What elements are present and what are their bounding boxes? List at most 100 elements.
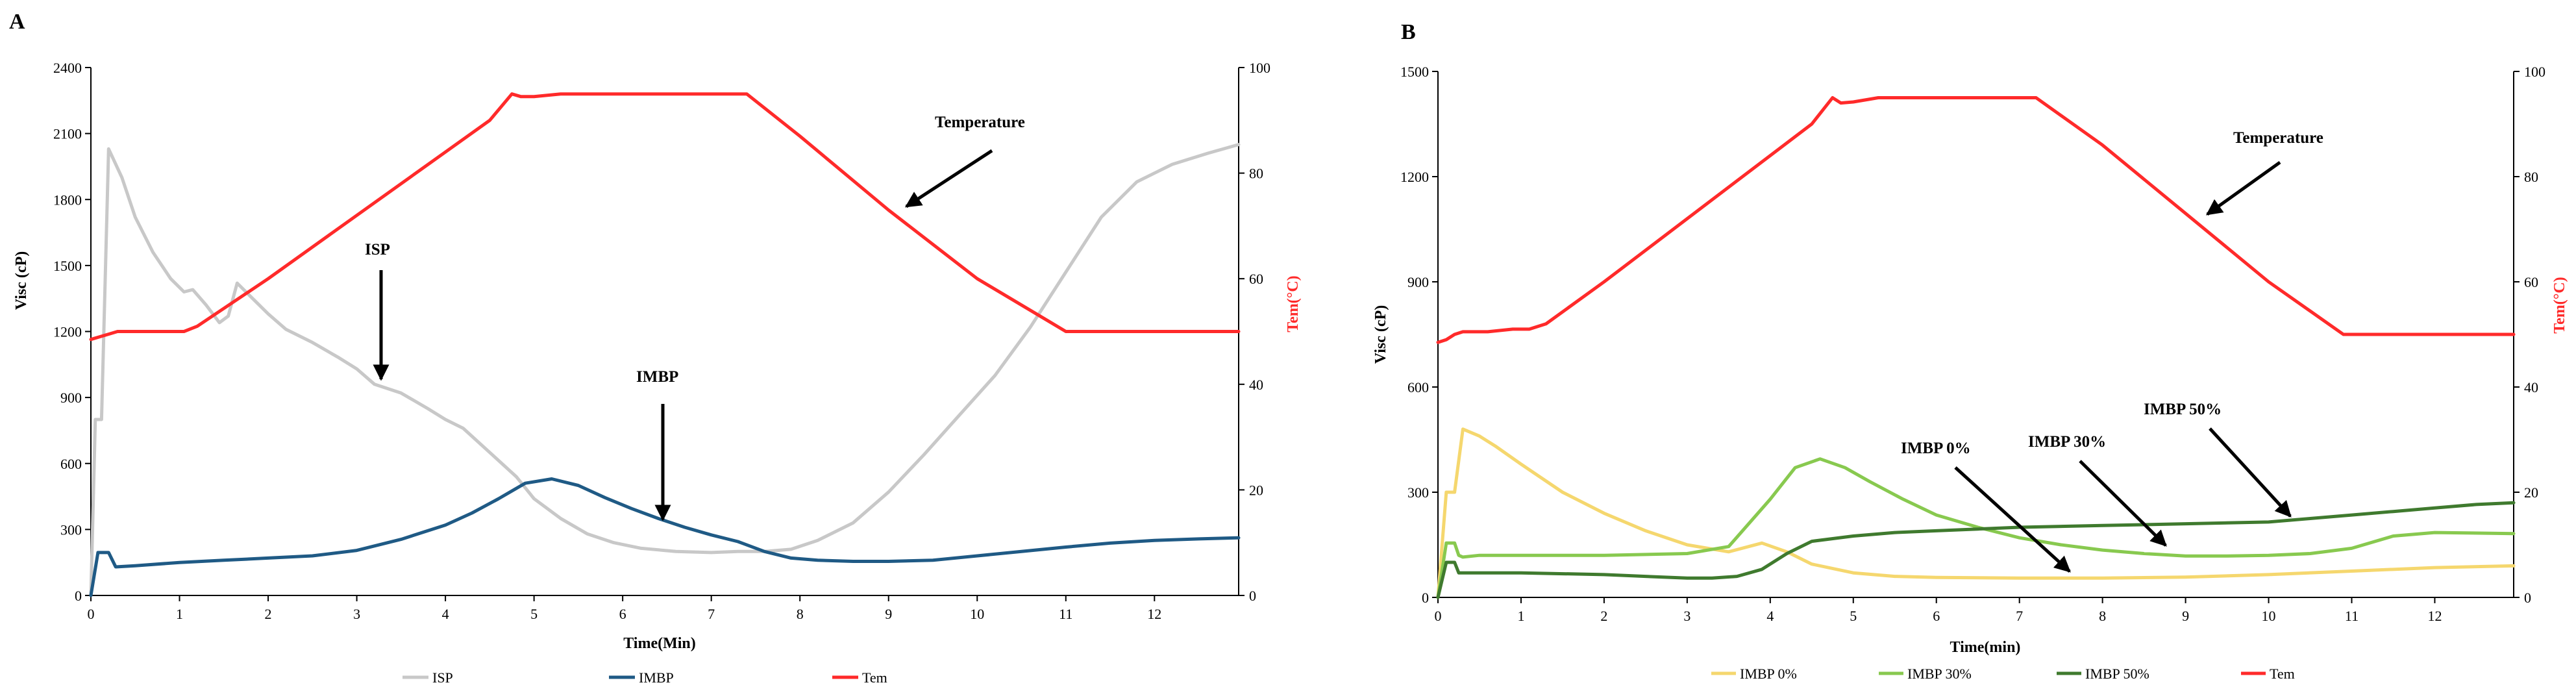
panel-b-y2-tick-label: 40 [2524, 379, 2538, 395]
panel-a-y2-tick-label: 100 [1249, 60, 1270, 76]
panel-a-y2-tick-label: 60 [1249, 271, 1263, 287]
panel-b-series-line-imbp30 [1436, 457, 2516, 599]
panel-a-x-tick-label: 1 [176, 606, 183, 622]
panel-a-annotation-temperature: Temperature [935, 114, 1025, 131]
panel-b-x-tick-label: 5 [1850, 608, 1857, 624]
panel-a-x-tick-label: 7 [708, 606, 715, 622]
panel-a-y-tick-label: 600 [60, 456, 82, 472]
panel-b-x-tick-label: 1 [1517, 608, 1524, 624]
panel-b-x-tick-label: 6 [1933, 608, 1940, 624]
panel-b-y-tick-label: 1500 [1400, 64, 1429, 80]
panel-a-series [89, 92, 1241, 597]
panel-b-legend: IMBP 0% IMBP 30% IMBP 50% Tem [1711, 666, 2295, 682]
panel-a-x-tick-label: 6 [619, 606, 626, 622]
panel-a-legend-isp: ISP [432, 669, 453, 686]
panel-b-x-tick-label: 2 [1600, 608, 1607, 624]
panel-a-legend-tem: Tem [862, 669, 887, 686]
panel-a-annotation-isp: ISP [365, 241, 390, 258]
panel-a-x-tick-label: 10 [970, 606, 984, 622]
panel-a-y-tick-label: 0 [75, 588, 82, 604]
panel-a-x-tick-label: 9 [885, 606, 892, 622]
panel-b-y2-ticks: 0 20 40 60 80 100 [2514, 64, 2545, 606]
panel-b-x-tick-label: 9 [2182, 608, 2189, 624]
panel-a-y-ticks: 0 300 600 900 1200 1500 1800 2100 2400 [53, 60, 91, 604]
panel-b-y-tick-label: 900 [1407, 274, 1429, 290]
panel-b-x-label: Time(min) [1950, 639, 2021, 656]
panel-b-y-tick-label: 1200 [1400, 169, 1429, 185]
panel-b-series-line-imbp0 [1436, 427, 2516, 599]
panel-a-y-tick-label: 1800 [53, 192, 82, 208]
panel-a-y-label: Visc (cP) [13, 251, 30, 310]
panel-b-y2-tick-label: 0 [2524, 590, 2531, 606]
panel-b-annotation-imbp0: IMBP 0% [1901, 440, 1971, 457]
panel-a-y-tick-label: 1200 [53, 324, 82, 340]
panel-a-y2-label: Tem(°C) [1285, 275, 1302, 332]
panel-b-y2-tick-label: 60 [2524, 274, 2538, 290]
panel-b-y-ticks: 0 300 600 900 1200 1500 [1400, 64, 1438, 606]
panel-a-x-tick-label: 0 [88, 606, 95, 622]
panel-a-arrow-temperature [904, 149, 993, 208]
panel-b-y-label: Visc (cP) [1372, 305, 1389, 364]
panel-a-y-tick-label: 2100 [53, 126, 82, 142]
panel-b-annotation-imbp50: IMBP 50% [2144, 401, 2222, 418]
panel-a-x-tick-label: 4 [442, 606, 449, 622]
panel-a-series-line-tem [89, 92, 1241, 342]
panel-b-legend-imbp50: IMBP 50% [2085, 666, 2149, 682]
panel-b-legend-tem: Tem [2270, 666, 2295, 682]
panel-b-label: B [1401, 20, 1416, 44]
panel-b-arrow-imbp30 [2079, 460, 2167, 547]
panel-b-x-tick-label: 3 [1683, 608, 1690, 624]
panel-a-y2-tick-label: 40 [1249, 377, 1263, 393]
panel-b-x-tick-label: 8 [2099, 608, 2106, 624]
panel-a-series-line-isp [89, 143, 1241, 597]
panel-b-annotation-imbp30: IMBP 30% [2028, 433, 2106, 451]
panel-a-x-tick-label: 2 [265, 606, 272, 622]
panel-b-annotation-temperature: Temperature [2233, 129, 2323, 147]
panel-b-y2-label: Tem(°C) [2551, 277, 2568, 333]
panel-a-x-tick-label: 5 [530, 606, 538, 622]
panel-a-x-tick-label: 11 [1059, 606, 1072, 622]
panel-b-y-tick-label: 600 [1407, 379, 1429, 395]
panel-b-x-tick-label: 4 [1766, 608, 1774, 624]
panel-b-x-tick-label: 10 [2262, 608, 2276, 624]
panel-b-arrow-imbp50 [2209, 427, 2292, 518]
panel-a-y-tick-label: 1500 [53, 258, 82, 274]
panel-b-legend-imbp30: IMBP 30% [1907, 666, 1972, 682]
panel-b-y-tick-label: 0 [1422, 590, 1429, 606]
panel-b-series-line-tem [1436, 96, 2516, 344]
panel-a-y2-ticks: 0 20 40 60 80 100 [1239, 60, 1270, 604]
panel-a-x-label: Time(Min) [623, 635, 696, 652]
panel-b-series [1436, 96, 2516, 599]
panel-b-arrow-imbp0 [1954, 466, 2071, 573]
panel-a-label: A [9, 10, 25, 34]
panel-a-y-tick-label: 300 [60, 521, 82, 538]
panel-b-y-tick-label: 300 [1407, 484, 1429, 501]
panel-b-y2-tick-label: 80 [2524, 169, 2538, 185]
panel-b-legend-imbp0: IMBP 0% [1740, 666, 1797, 682]
panel-a-y2-tick-label: 80 [1249, 166, 1263, 182]
panel-b-y2-tick-label: 20 [2524, 484, 2538, 501]
panel-a-x-tick-label: 3 [353, 606, 360, 622]
panel-a-y2-tick-label: 20 [1249, 482, 1263, 498]
panel-b-x-tick-label: 12 [2427, 608, 2442, 624]
panel-b-x-tick-label: 7 [2016, 608, 2023, 624]
panel-a-x-ticks: 0 1 2 3 4 5 6 7 8 9 10 11 12 [88, 595, 1161, 622]
panel-a-x-tick-label: 12 [1147, 606, 1161, 622]
panel-b-x-ticks: 0 1 2 3 4 5 6 7 8 9 10 11 12 [1435, 597, 2442, 624]
panel-a-y-tick-label: 900 [60, 390, 82, 406]
panel-a-annotation-imbp: IMBP [636, 368, 678, 386]
panel-a-y2-tick-label: 0 [1249, 588, 1256, 604]
panel-b-x-tick-label: 0 [1435, 608, 1442, 624]
panel-b-arrow-temperature [2205, 160, 2281, 216]
panel-b-x-tick-label: 11 [2345, 608, 2359, 624]
panel-a-legend-imbp: IMBP [639, 669, 674, 686]
panel-a-series-line-imbp [89, 477, 1241, 597]
panel-a-y-tick-label: 2400 [53, 60, 82, 76]
panel-b-series-line-imbp50 [1436, 501, 2516, 599]
panel-a-x-tick-label: 8 [797, 606, 804, 622]
panel-b-y2-tick-label: 100 [2524, 64, 2545, 80]
